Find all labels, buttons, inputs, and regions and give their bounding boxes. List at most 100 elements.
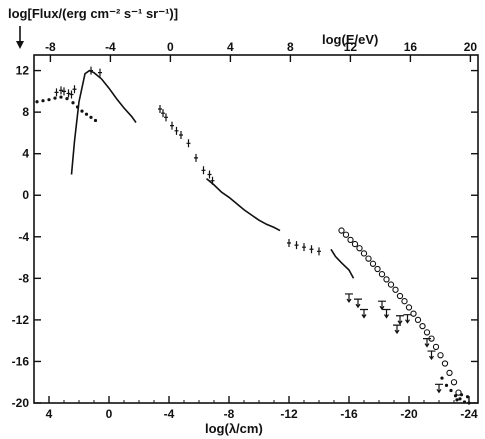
data-point [401,298,408,305]
data-point [449,388,453,393]
data-point [396,315,404,325]
data-point [84,112,89,116]
y-tick-label: 8 [22,105,29,119]
data-point [164,113,168,122]
data-point [365,255,372,262]
data-point [462,400,467,404]
data-point [294,241,299,250]
data-point [179,130,183,139]
data-point [186,139,191,148]
data-point [455,398,459,402]
x-tick-label: 4 [46,407,53,421]
data-point [423,337,431,348]
data-point [396,292,404,300]
data-point [345,293,353,304]
data-point [347,236,354,244]
data-point [360,308,368,319]
x-tick-label: 0 [106,407,113,421]
data-point [62,87,66,96]
data-point [41,99,45,103]
y-axis-label: log[Flux/(erg cm⁻² s⁻¹ sr⁻¹)] [8,6,178,21]
data-point [465,395,470,399]
data-point [201,166,206,175]
y-tick-label: -20 [12,396,30,410]
data-point [287,239,291,248]
top-tick-label: 20 [464,40,478,54]
data-point [65,97,69,101]
data-point [69,90,74,99]
data-point [419,322,426,330]
data-point [71,101,75,105]
top-tick-label: 0 [167,40,174,54]
data-point [35,100,39,104]
data-point [403,314,412,324]
data-point [432,343,440,351]
top-tick-label: 16 [404,40,418,54]
series-line [70,69,137,175]
data-point [392,286,399,293]
data-point [170,121,174,130]
data-point [459,393,464,397]
data-point [453,394,458,398]
data-point [338,227,345,234]
data-point [158,105,162,114]
data-point [410,310,417,317]
x-tick-label: -20 [400,407,418,421]
x-tick-label: -12 [280,407,298,421]
series-line [205,177,281,232]
data-point [93,118,98,123]
data-point [342,231,350,238]
y-tick-label: -4 [18,230,29,244]
x-axis-label: log(λ/cm) [205,421,263,436]
y-arrow [16,26,24,49]
data-point [66,89,71,98]
data-point [458,397,462,401]
y-tick-label: -16 [12,354,30,368]
y-tick-label: 0 [22,188,29,202]
data-point [360,250,368,257]
top-axis-label: log(E/eV) [322,32,378,47]
data-point [302,243,306,252]
data-point [59,95,63,99]
data-point [351,240,359,248]
x-tick-label: -16 [340,407,358,421]
data-point [444,383,449,387]
data-point [378,271,386,278]
data-point [54,88,59,97]
y-tick-label: 12 [16,64,30,78]
top-tick-label: 8 [287,40,294,54]
data-marks [35,66,471,405]
data-point [378,300,386,311]
data-point [435,383,443,394]
data-point [414,316,422,324]
data-point [374,265,381,273]
data-point [317,247,321,256]
data-point [450,379,458,386]
data-point [80,109,84,113]
data-point [174,126,179,135]
data-point [194,153,198,162]
top-tick-label: 12 [344,40,358,54]
data-point [59,86,63,95]
data-point [356,245,363,252]
data-point [382,308,391,319]
data-point [72,85,77,94]
data-point [309,245,314,254]
axis-ticks: 4 0 -4 -8 -12 -16 -20 -24 -8 -4 0 4 8 12 16 20 12 8 4 0 -4 -8… [12,40,478,421]
plot-frame [33,54,479,404]
data-point [405,304,413,311]
data-point [393,324,401,335]
data-point [47,98,51,102]
data-point [89,66,93,75]
data-point [369,260,377,267]
y-tick-label: 4 [22,147,29,161]
x-tick-label: -4 [164,407,175,421]
y-tick-label: -12 [12,313,30,327]
data-point [98,68,102,77]
data-point [467,401,471,405]
data-point [446,369,453,377]
x-tick-label: -8 [224,407,235,421]
data-point [440,376,444,380]
data-point [207,170,212,179]
